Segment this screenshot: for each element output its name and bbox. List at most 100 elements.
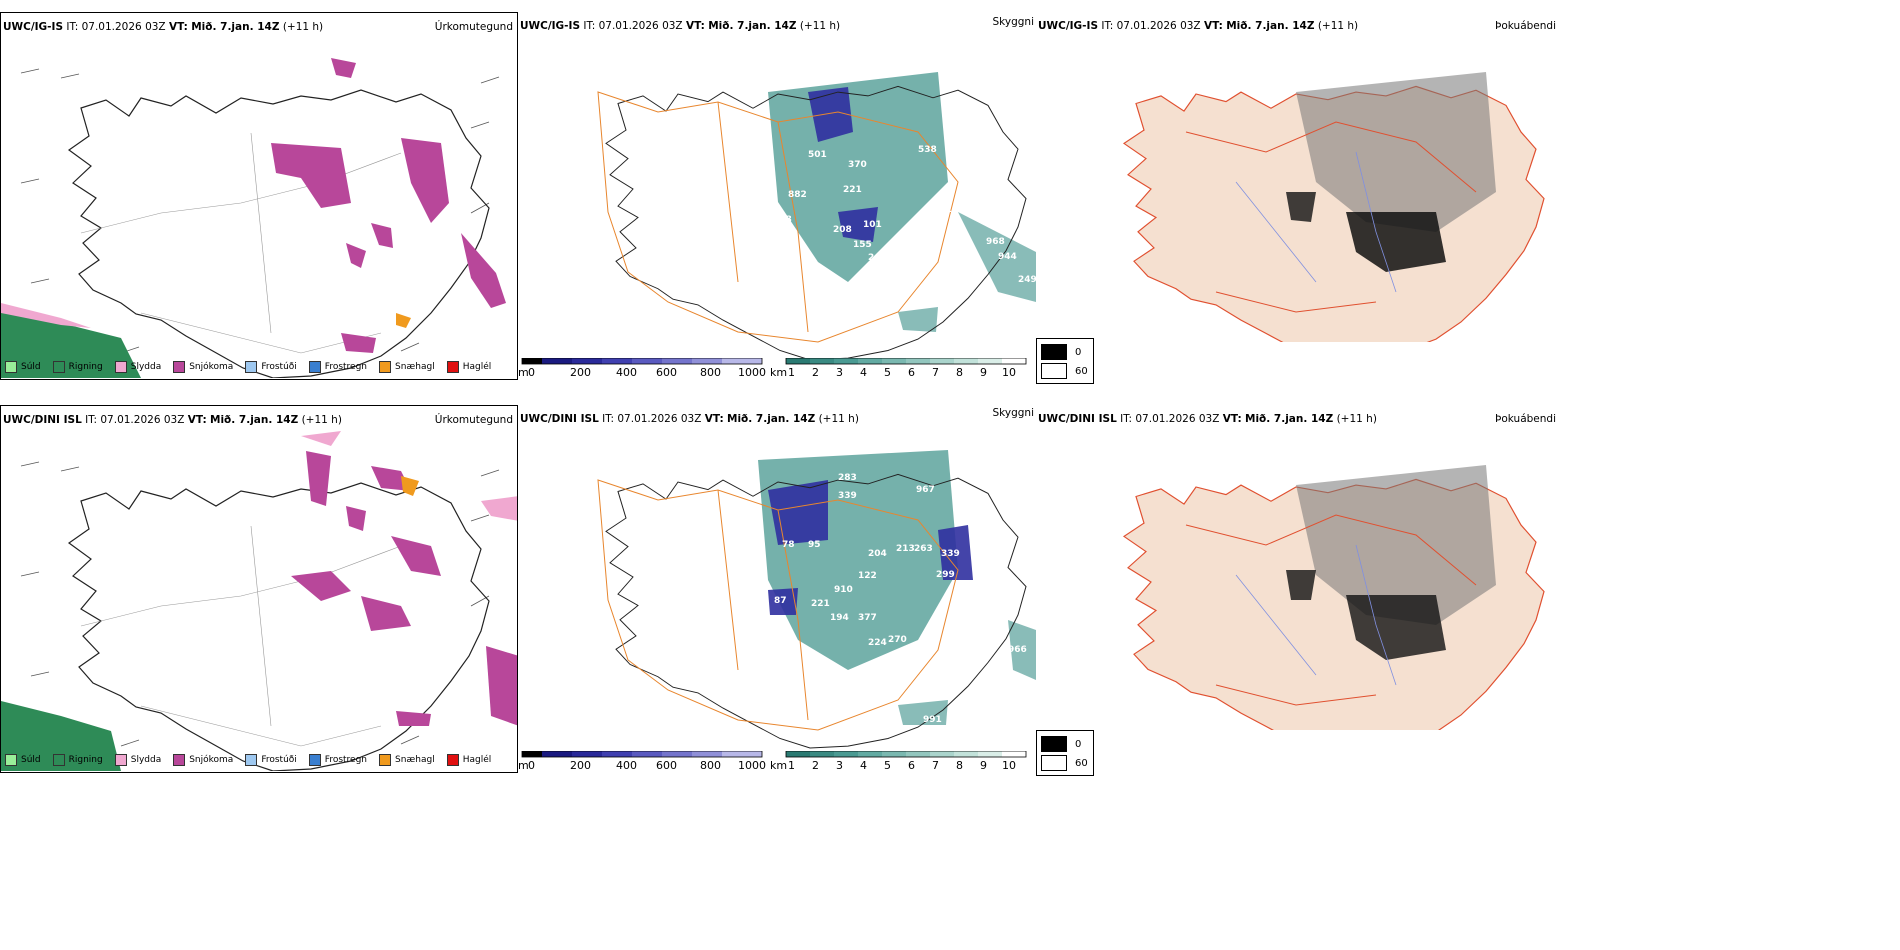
vis-value: 968 xyxy=(986,237,1005,247)
rivers xyxy=(1235,544,1397,686)
vis-tick: 9 xyxy=(980,759,987,772)
fog-areas xyxy=(1286,465,1496,660)
vis-value: 122 xyxy=(858,571,877,581)
hail-area xyxy=(401,476,419,496)
vis-value: 538 xyxy=(918,145,937,155)
panel-name: Skyggni xyxy=(992,407,1035,419)
vis-tick: 7 xyxy=(932,759,939,772)
vis-value: 221 xyxy=(843,185,862,195)
visibility-colorbar: km 1 2 3 4 5 6 7 8 9 10 xyxy=(770,358,1027,379)
visibility-panel: UWC/DINI ISL IT: 07.01.2026 03Z VT: Mið.… xyxy=(518,405,1036,775)
vis-value: 501 xyxy=(808,150,827,160)
vis-value: 283 xyxy=(838,473,857,483)
wind-barbs xyxy=(20,68,500,354)
vis-tick: 3 xyxy=(836,759,843,772)
vis-value: 87 xyxy=(774,596,787,606)
panel-title: UWC/DINI ISL IT: 07.01.2026 03Z VT: Mið.… xyxy=(3,414,342,426)
visibility-colorbar: km 1 2 3 4 5 6 7 8 9 10 xyxy=(770,751,1027,772)
panel-name: Skyggni xyxy=(992,16,1035,28)
vis-tick: 5 xyxy=(884,759,891,772)
fog-panel: UWC/IG-IS IT: 07.01.2026 03Z VT: Mið. 7.… xyxy=(1036,12,1556,342)
rivers xyxy=(1235,151,1397,293)
vis-unit: km xyxy=(770,366,787,379)
vis-tick: 10 xyxy=(1002,366,1016,379)
legend-item: Súld xyxy=(5,754,41,766)
vis-value: 991 xyxy=(923,715,942,725)
snow-areas xyxy=(291,451,517,726)
vis-tick: 2 xyxy=(812,366,819,379)
elev-tick: 1000 xyxy=(738,759,766,772)
vis-unit: km xyxy=(770,759,787,772)
elev-tick: 600 xyxy=(656,759,677,772)
snow-areas xyxy=(271,58,506,353)
vis-value: 263 xyxy=(914,544,933,554)
fog-map xyxy=(1123,465,1545,730)
legend-item: Frostregn xyxy=(308,361,367,373)
legend-item: Rigning xyxy=(52,754,103,766)
elev-tick: 0 xyxy=(528,759,535,772)
legend-item: Haglél xyxy=(446,361,491,373)
elev-unit: m xyxy=(518,366,529,379)
vis-value: 967 xyxy=(916,485,935,495)
precip-legend: Súld Rigning Slydda Snjókoma Frostúði Fr… xyxy=(5,361,503,373)
precip-type-panel: UWC/DINI ISL IT: 07.01.2026 03Z VT: Mið.… xyxy=(0,405,518,773)
roads xyxy=(1185,514,1477,706)
vis-value: 105 xyxy=(868,290,887,300)
precip-legend: Súld Rigning Slydda Snjókoma Frostúði Fr… xyxy=(5,754,503,766)
panel-title: UWC/IG-IS IT: 07.01.2026 03Z VT: Mið. 7.… xyxy=(3,21,324,33)
vis-value: 299 xyxy=(936,570,955,580)
vis-tick: 6 xyxy=(908,759,915,772)
elev-tick: 800 xyxy=(700,759,721,772)
panel-title: UWC/IG-IS IT: 07.01.2026 03Z VT: Mið. 7.… xyxy=(520,20,841,32)
fog-areas xyxy=(1286,72,1496,272)
vis-tick: 2 xyxy=(812,759,819,772)
fog-legend: 0 60 xyxy=(1036,338,1094,384)
vis-value: 101 xyxy=(863,220,882,230)
vis-value: 95 xyxy=(808,540,821,550)
rain-area xyxy=(1,308,141,378)
vis-labels: 501 370 538 882 221 418 201 155 246 968 … xyxy=(773,145,1036,300)
legend-item: Slydda xyxy=(114,361,161,373)
vis-value: 339 xyxy=(838,491,857,501)
legend-item: Snjókoma xyxy=(173,361,233,373)
vis-tick: 5 xyxy=(884,366,891,379)
vis-value: 270 xyxy=(888,635,907,645)
legend-item: Haglél xyxy=(446,754,491,766)
vis-tick: 8 xyxy=(956,759,963,772)
vis-value: 201 xyxy=(933,205,952,215)
vis-tick: 4 xyxy=(860,759,867,772)
elev-tick: 600 xyxy=(656,366,677,379)
visibility-map: 283 339 967 525 95 78 204 213 263 339 91… xyxy=(597,450,1036,749)
panel-title: UWC/DINI ISL IT: 07.01.2026 03Z VT: Mið.… xyxy=(1038,413,1377,425)
panel-name: Úrkomutegund xyxy=(434,414,513,426)
vis-value: 910 xyxy=(834,585,853,595)
low-vis-areas xyxy=(758,450,1036,725)
fog-legend: 0 60 xyxy=(1036,730,1094,776)
panel-title: UWC/DINI ISL IT: 07.01.2026 03Z VT: Mið.… xyxy=(520,413,859,425)
roads xyxy=(80,132,402,354)
low-vis-areas xyxy=(768,72,1036,332)
legend-item: Snæhagl xyxy=(379,754,435,766)
vis-tick: 1 xyxy=(788,366,795,379)
vis-value: 78 xyxy=(782,540,795,550)
vis-value: 204 xyxy=(868,549,887,559)
legend-item: Frostúði xyxy=(245,754,297,766)
legend-item: Rigning xyxy=(52,361,103,373)
vis-value: 966 xyxy=(1008,645,1027,655)
wind-barbs xyxy=(20,461,500,747)
elev-tick: 200 xyxy=(570,366,591,379)
precip-map xyxy=(1,431,517,771)
vis-tick: 1 xyxy=(788,759,795,772)
roads xyxy=(597,479,959,731)
vis-tick: 9 xyxy=(980,366,987,379)
roads xyxy=(597,91,959,343)
vis-tick: 6 xyxy=(908,366,915,379)
elev-tick: 1000 xyxy=(738,366,766,379)
sleet-area xyxy=(301,431,341,446)
panel-title: UWC/IG-IS IT: 07.01.2026 03Z VT: Mið. 7.… xyxy=(1038,20,1359,32)
roads xyxy=(80,525,402,747)
vis-value: 377 xyxy=(858,613,877,623)
vis-value: 194 xyxy=(830,613,849,623)
vis-value: 370 xyxy=(848,160,867,170)
vis-value: 418 xyxy=(773,215,792,225)
